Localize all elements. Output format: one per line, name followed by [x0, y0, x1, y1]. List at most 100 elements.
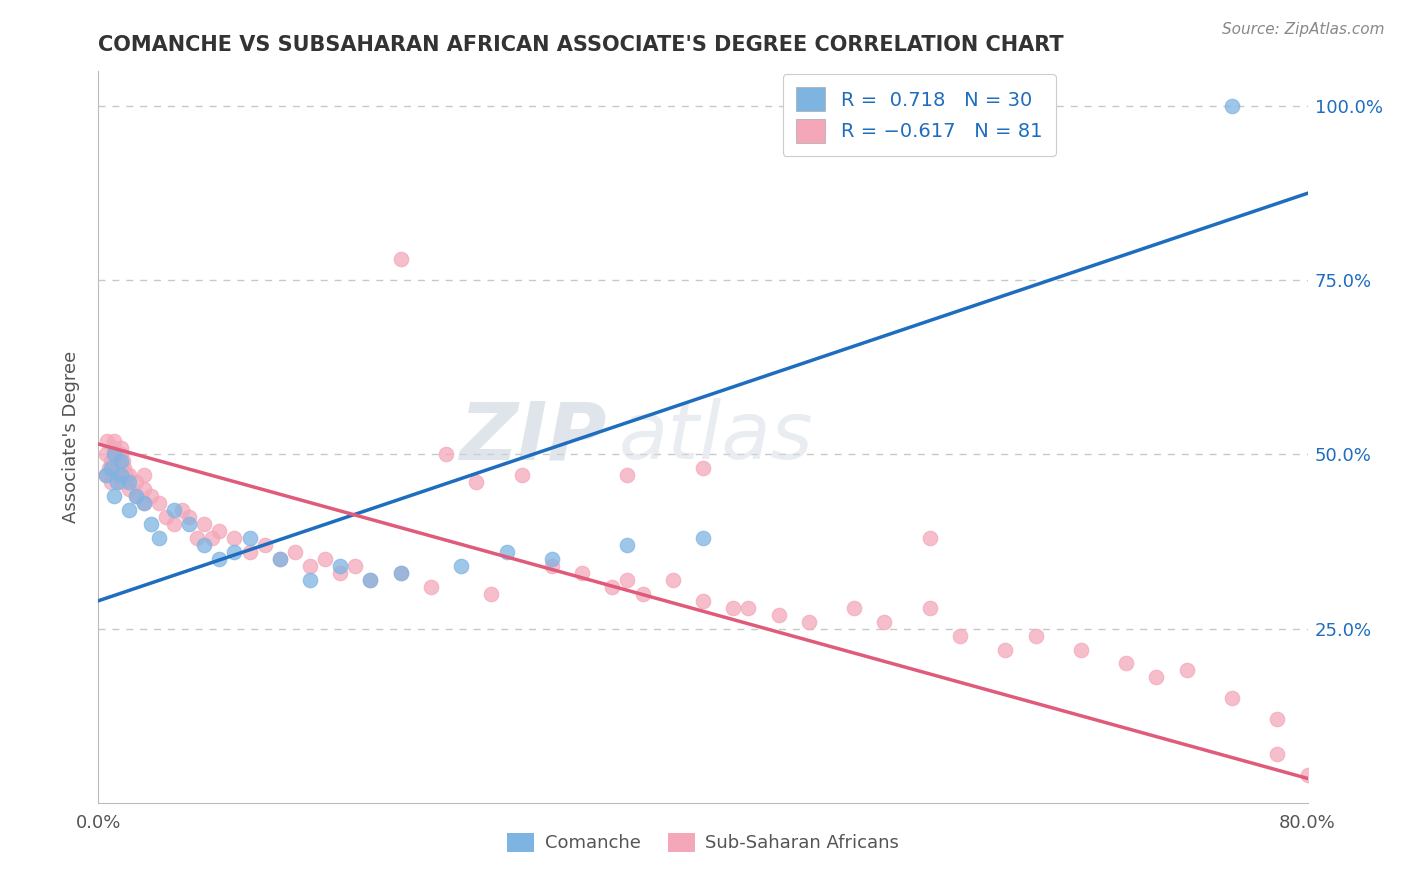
Sub-Saharan Africans: [107, 448, 129, 462]
Text: Source: ZipAtlas.com: Source: ZipAtlas.com: [1222, 22, 1385, 37]
Comanche: [692, 531, 714, 545]
Comanche: [118, 503, 141, 517]
Sub-Saharan Africans: [110, 475, 132, 490]
Sub-Saharan Africans: [170, 503, 193, 517]
Sub-Saharan Africans: [844, 600, 866, 615]
Sub-Saharan Africans: [797, 615, 820, 629]
Sub-Saharan Africans: [1070, 642, 1092, 657]
Sub-Saharan Africans: [132, 496, 155, 510]
Sub-Saharan Africans: [100, 475, 122, 490]
Sub-Saharan Africans: [98, 461, 121, 475]
Sub-Saharan Africans: [100, 454, 122, 468]
Comanche: [118, 475, 141, 490]
Sub-Saharan Africans: [125, 475, 148, 490]
Sub-Saharan Africans: [193, 517, 215, 532]
Sub-Saharan Africans: [186, 531, 208, 545]
Sub-Saharan Africans: [155, 510, 177, 524]
Sub-Saharan Africans: [111, 454, 134, 468]
Sub-Saharan Africans: [314, 552, 336, 566]
Sub-Saharan Africans: [661, 573, 683, 587]
Sub-Saharan Africans: [1115, 657, 1137, 671]
Comanche: [239, 531, 262, 545]
Sub-Saharan Africans: [510, 468, 533, 483]
Comanche: [269, 552, 291, 566]
Comanche: [141, 517, 163, 532]
Comanche: [179, 517, 201, 532]
Sub-Saharan Africans: [420, 580, 443, 594]
Comanche: [299, 573, 322, 587]
Sub-Saharan Africans: [132, 468, 155, 483]
Comanche: [193, 538, 215, 552]
Comanche: [389, 566, 412, 580]
Sub-Saharan Africans: [1267, 712, 1289, 726]
Comanche: [1220, 99, 1243, 113]
Comanche: [105, 475, 128, 490]
Sub-Saharan Africans: [299, 558, 322, 573]
Sub-Saharan Africans: [253, 538, 276, 552]
Comanche: [110, 454, 132, 468]
Sub-Saharan Africans: [141, 489, 163, 503]
Sub-Saharan Africans: [602, 580, 624, 594]
Sub-Saharan Africans: [118, 483, 141, 497]
Sub-Saharan Africans: [118, 468, 141, 483]
Sub-Saharan Africans: [112, 461, 135, 475]
Legend: Comanche, Sub-Saharan Africans: Comanche, Sub-Saharan Africans: [499, 826, 907, 860]
Sub-Saharan Africans: [1267, 747, 1289, 761]
Comanche: [110, 468, 132, 483]
Sub-Saharan Africans: [114, 468, 136, 483]
Sub-Saharan Africans: [103, 448, 125, 462]
Text: atlas: atlas: [619, 398, 813, 476]
Comanche: [208, 552, 231, 566]
Sub-Saharan Africans: [224, 531, 246, 545]
Sub-Saharan Africans: [616, 468, 638, 483]
Sub-Saharan Africans: [1220, 691, 1243, 706]
Comanche: [540, 552, 562, 566]
Sub-Saharan Africans: [481, 587, 503, 601]
Sub-Saharan Africans: [125, 489, 148, 503]
Sub-Saharan Africans: [148, 496, 170, 510]
Text: ZIP: ZIP: [458, 398, 606, 476]
Comanche: [148, 531, 170, 545]
Comanche: [616, 538, 638, 552]
Sub-Saharan Africans: [768, 607, 790, 622]
Sub-Saharan Africans: [360, 573, 382, 587]
Sub-Saharan Africans: [389, 252, 412, 267]
Sub-Saharan Africans: [132, 483, 155, 497]
Sub-Saharan Africans: [110, 441, 132, 455]
Sub-Saharan Africans: [94, 468, 117, 483]
Sub-Saharan Africans: [465, 475, 488, 490]
Comanche: [329, 558, 352, 573]
Sub-Saharan Africans: [1144, 670, 1167, 684]
Sub-Saharan Africans: [571, 566, 593, 580]
Sub-Saharan Africans: [269, 552, 291, 566]
Comanche: [450, 558, 472, 573]
Sub-Saharan Africans: [389, 566, 412, 580]
Sub-Saharan Africans: [692, 594, 714, 608]
Sub-Saharan Africans: [344, 558, 367, 573]
Comanche: [94, 468, 117, 483]
Sub-Saharan Africans: [434, 448, 457, 462]
Sub-Saharan Africans: [540, 558, 562, 573]
Comanche: [360, 573, 382, 587]
Comanche: [163, 503, 186, 517]
Comanche: [103, 448, 125, 462]
Sub-Saharan Africans: [1024, 629, 1046, 643]
Sub-Saharan Africans: [110, 448, 132, 462]
Sub-Saharan Africans: [723, 600, 745, 615]
Sub-Saharan Africans: [208, 524, 231, 538]
Sub-Saharan Africans: [1296, 768, 1319, 782]
Sub-Saharan Africans: [201, 531, 224, 545]
Comanche: [495, 545, 517, 559]
Sub-Saharan Africans: [918, 600, 941, 615]
Comanche: [224, 545, 246, 559]
Sub-Saharan Africans: [873, 615, 896, 629]
Sub-Saharan Africans: [105, 468, 128, 483]
Sub-Saharan Africans: [239, 545, 262, 559]
Comanche: [103, 489, 125, 503]
Sub-Saharan Africans: [110, 461, 132, 475]
Sub-Saharan Africans: [994, 642, 1017, 657]
Sub-Saharan Africans: [329, 566, 352, 580]
Sub-Saharan Africans: [103, 441, 125, 455]
Sub-Saharan Africans: [96, 434, 118, 448]
Sub-Saharan Africans: [918, 531, 941, 545]
